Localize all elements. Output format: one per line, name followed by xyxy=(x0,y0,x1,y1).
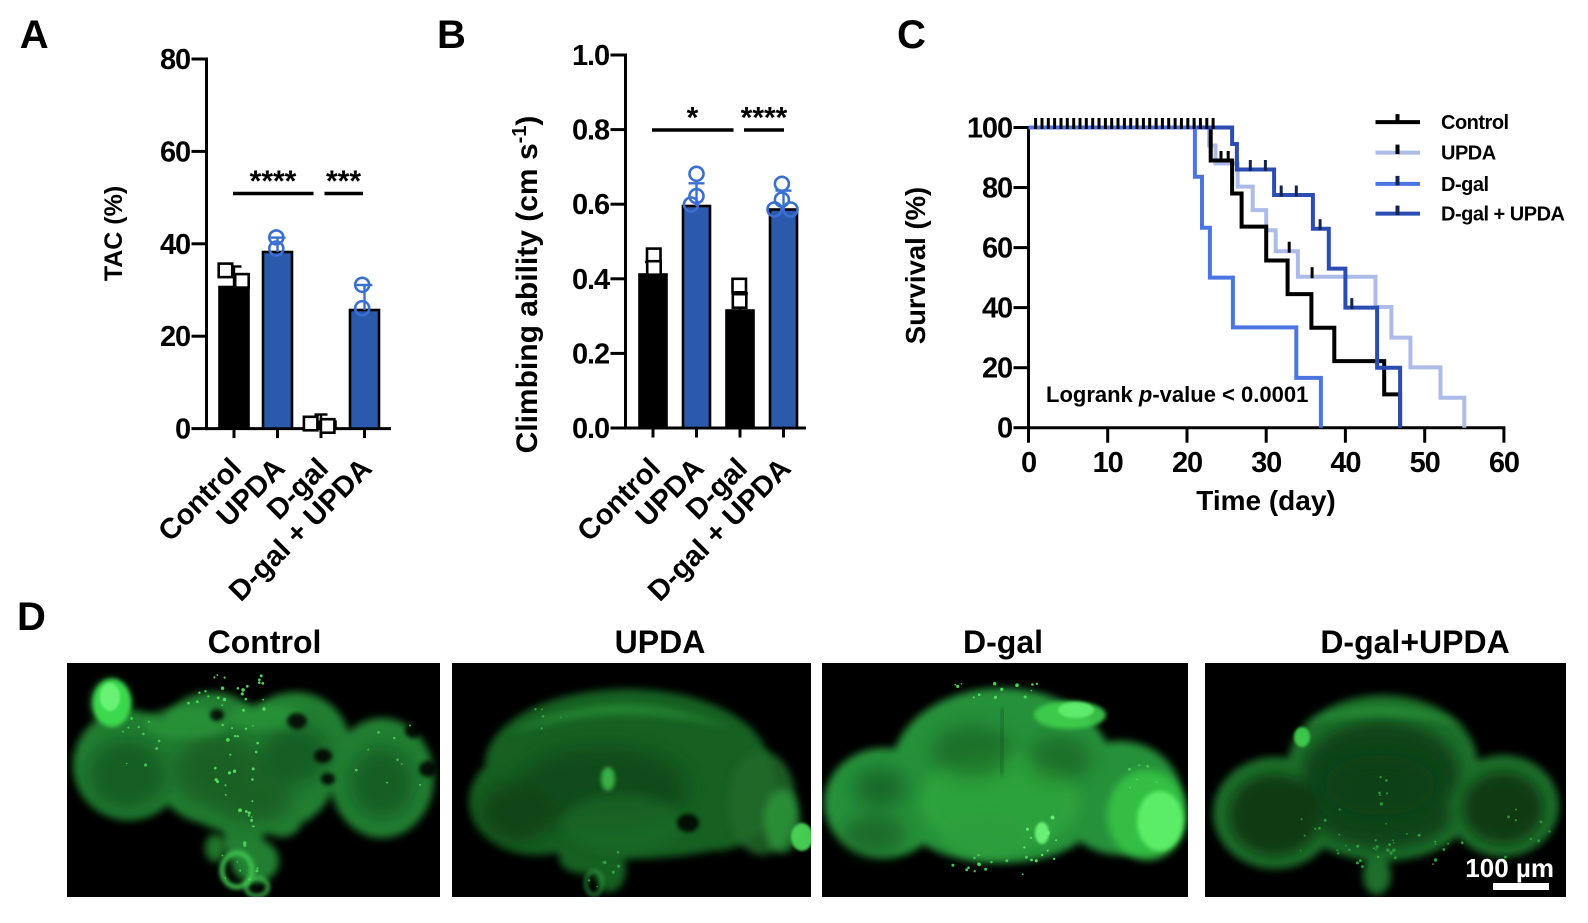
svg-text:0.0: 0.0 xyxy=(572,413,609,445)
svg-text:D-gal: D-gal xyxy=(963,624,1043,660)
svg-text:UPDA: UPDA xyxy=(1441,143,1496,165)
svg-text:0.4: 0.4 xyxy=(572,264,610,296)
svg-text:80: 80 xyxy=(160,44,190,76)
svg-text:100 µm: 100 µm xyxy=(1465,853,1554,883)
svg-text:60: 60 xyxy=(1489,447,1519,479)
svg-text:0: 0 xyxy=(997,413,1012,445)
svg-text:40: 40 xyxy=(1330,447,1360,479)
svg-text:A: A xyxy=(20,13,49,57)
svg-text:Control: Control xyxy=(208,624,322,660)
svg-text:20: 20 xyxy=(160,321,190,353)
svg-text:40: 40 xyxy=(982,293,1012,325)
svg-text:TAC (%): TAC (%) xyxy=(100,186,128,281)
svg-text:Time (day): Time (day) xyxy=(1196,485,1336,516)
svg-text:20: 20 xyxy=(1172,447,1202,479)
svg-text:Climbing ability (cm s-1): Climbing ability (cm s-1) xyxy=(509,116,544,454)
svg-text:0.6: 0.6 xyxy=(572,189,610,221)
svg-text:0.8: 0.8 xyxy=(572,115,610,147)
svg-text:D-gal: D-gal xyxy=(1441,174,1489,196)
svg-text:B: B xyxy=(437,13,466,57)
svg-text:20: 20 xyxy=(982,353,1012,385)
svg-text:Logrank p-value < 0.0001: Logrank p-value < 0.0001 xyxy=(1046,382,1308,407)
svg-text:60: 60 xyxy=(160,136,190,168)
svg-text:D-gal + UPDA: D-gal + UPDA xyxy=(1441,204,1565,226)
svg-text:0: 0 xyxy=(175,414,190,446)
svg-text:80: 80 xyxy=(982,173,1012,205)
svg-text:30: 30 xyxy=(1251,447,1281,479)
svg-text:***: *** xyxy=(326,165,361,198)
svg-text:*: * xyxy=(687,102,699,135)
svg-text:0.2: 0.2 xyxy=(572,338,609,370)
svg-text:0: 0 xyxy=(1021,447,1036,479)
svg-text:D-gal+UPDA: D-gal+UPDA xyxy=(1320,624,1509,660)
svg-text:40: 40 xyxy=(160,229,190,261)
svg-text:UPDA: UPDA xyxy=(615,624,706,660)
svg-text:1.0: 1.0 xyxy=(572,40,609,72)
svg-text:60: 60 xyxy=(982,233,1012,265)
svg-text:C: C xyxy=(897,13,926,57)
svg-text:****: **** xyxy=(250,165,297,198)
svg-text:50: 50 xyxy=(1410,447,1440,479)
svg-text:****: **** xyxy=(741,102,788,135)
svg-text:Control: Control xyxy=(1441,112,1509,134)
svg-text:100: 100 xyxy=(967,113,1012,145)
svg-text:D: D xyxy=(17,595,46,639)
svg-text:10: 10 xyxy=(1093,447,1123,479)
svg-text:Survival (%): Survival (%) xyxy=(900,187,931,344)
